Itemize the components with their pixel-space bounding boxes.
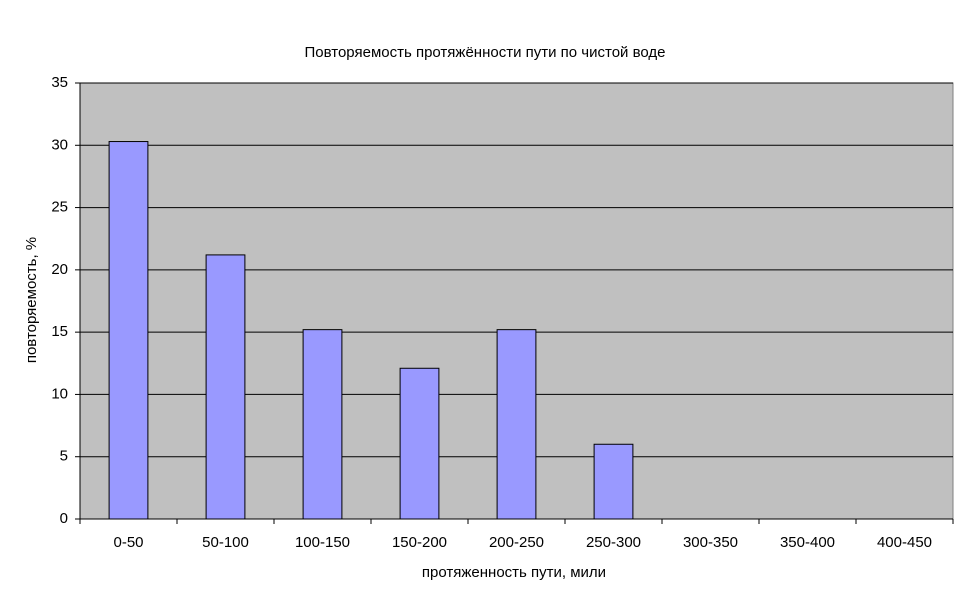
y-tick-label: 25	[51, 199, 68, 216]
y-tick-label: 15	[51, 323, 68, 340]
bar	[205, 254, 246, 520]
y-tick-label: 30	[51, 136, 68, 153]
y-axis-label: повторяемость, %	[23, 237, 40, 363]
y-tick-label: 5	[60, 448, 68, 465]
x-tick-label: 100-150	[295, 534, 350, 551]
bar	[302, 329, 343, 520]
y-tick-label: 0	[60, 510, 68, 527]
x-tick-label: 350-400	[780, 534, 835, 551]
bar	[399, 367, 440, 520]
x-tick-label: 0-50	[113, 534, 143, 551]
bar	[496, 329, 537, 520]
bar	[593, 443, 634, 520]
y-tick-label: 20	[51, 261, 68, 278]
x-tick-label: 400-450	[877, 534, 932, 551]
bar	[108, 141, 149, 520]
x-axis-label: протяженность пути, мили	[422, 564, 606, 581]
x-tick-label: 250-300	[586, 534, 641, 551]
y-tick-label: 35	[51, 74, 68, 91]
x-tick-label: 300-350	[683, 534, 738, 551]
x-tick-label: 150-200	[392, 534, 447, 551]
x-tick-label: 200-250	[489, 534, 544, 551]
chart-title: Повторяемость протяжённости пути по чист…	[305, 44, 666, 61]
y-tick-label: 10	[51, 385, 68, 402]
x-tick-label: 50-100	[202, 534, 249, 551]
